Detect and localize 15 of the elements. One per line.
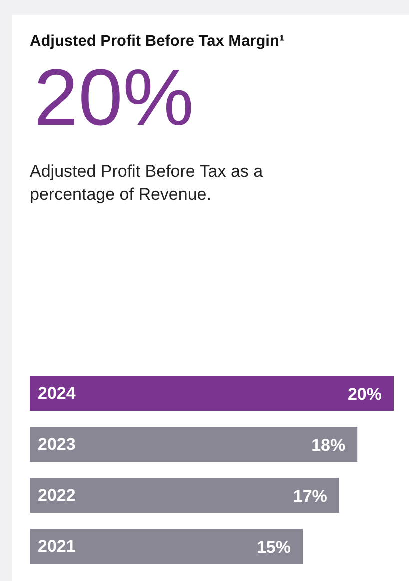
- y-tick-label: 2023: [38, 435, 76, 454]
- data-label: 17%: [293, 487, 328, 506]
- y-tick-label: 2021: [38, 537, 76, 556]
- data-label: 15%: [256, 538, 291, 558]
- y-tick-label: 2022: [38, 486, 76, 506]
- data-label: 18%: [312, 436, 346, 456]
- bar: [30, 427, 358, 462]
- bar: [30, 376, 394, 411]
- text: 20%: [34, 53, 194, 142]
- y-tick-label: 2024: [38, 384, 76, 404]
- bar: [30, 529, 303, 564]
- bar: [30, 478, 340, 513]
- data-label: 20%: [348, 385, 382, 404]
- chart-subtitle: Adjusted Profit Before Tax as a percentage of Revenue.: [30, 161, 264, 206]
- chart-title: Adjusted Profit Before Tax Margin¹: [30, 33, 285, 51]
